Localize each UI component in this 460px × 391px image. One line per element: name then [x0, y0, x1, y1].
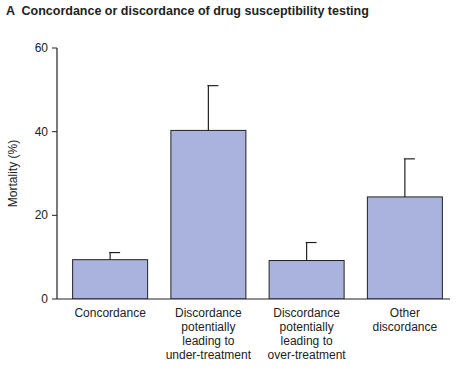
- y-tick: [52, 299, 57, 300]
- x-tick-label-line: Other: [390, 306, 420, 320]
- title: A Concordance or discordance of drug sus…: [6, 4, 369, 18]
- y-tick: [52, 215, 57, 216]
- y-axis-label: Mortality (%): [6, 140, 20, 207]
- x-tick-label-line: Concordance: [74, 306, 146, 320]
- x-tick-label-line: Discordance: [273, 306, 340, 320]
- error-bar: [306, 243, 317, 261]
- chart: A Concordance or discordance of drug sus…: [0, 0, 460, 391]
- y-axis: [56, 48, 57, 299]
- x-tick-label-line: under-treatment: [166, 348, 252, 362]
- error-bar-line: [306, 243, 307, 261]
- x-tick-label: Discordancepotentiallyleading tounder-tr…: [166, 306, 252, 362]
- x-tick-label-line: Discordance: [175, 306, 242, 320]
- error-bar-cap: [306, 242, 317, 243]
- x-tick-label: Discordancepotentiallyleading toover-tre…: [268, 306, 347, 362]
- bar: [367, 197, 442, 299]
- error-bar: [207, 86, 218, 131]
- x-tick-label-line: leading to: [281, 334, 333, 348]
- x-tick-label: Concordance: [74, 306, 146, 320]
- x-tick-label-line: discordance: [373, 320, 438, 334]
- y-tick: [52, 131, 57, 132]
- error-bar-line: [110, 253, 111, 260]
- bar: [269, 261, 344, 299]
- x-axis: [57, 298, 450, 299]
- x-tick-label-line: potentially: [181, 320, 235, 334]
- x-tick-label: Otherdiscordance: [373, 306, 438, 334]
- error-bar-cap: [404, 158, 415, 159]
- bar: [171, 130, 246, 299]
- error-bar-line: [208, 86, 209, 131]
- error-bar-cap: [109, 252, 120, 253]
- x-tick-label-line: leading to: [182, 334, 234, 348]
- y-tick: [52, 48, 57, 49]
- error-bar: [404, 159, 415, 197]
- x-tick-label-line: potentially: [280, 320, 334, 334]
- error-bar-cap: [207, 85, 218, 86]
- error-bar-line: [404, 159, 405, 197]
- error-bar: [109, 253, 120, 260]
- bars: [73, 86, 443, 299]
- y-tick-label: 20: [35, 208, 49, 222]
- y-tick-label: 0: [41, 292, 48, 306]
- y-tick-label: 40: [35, 125, 49, 139]
- bar: [73, 260, 148, 299]
- x-tick-label-line: over-treatment: [268, 348, 347, 362]
- y-tick-label: 60: [35, 41, 49, 55]
